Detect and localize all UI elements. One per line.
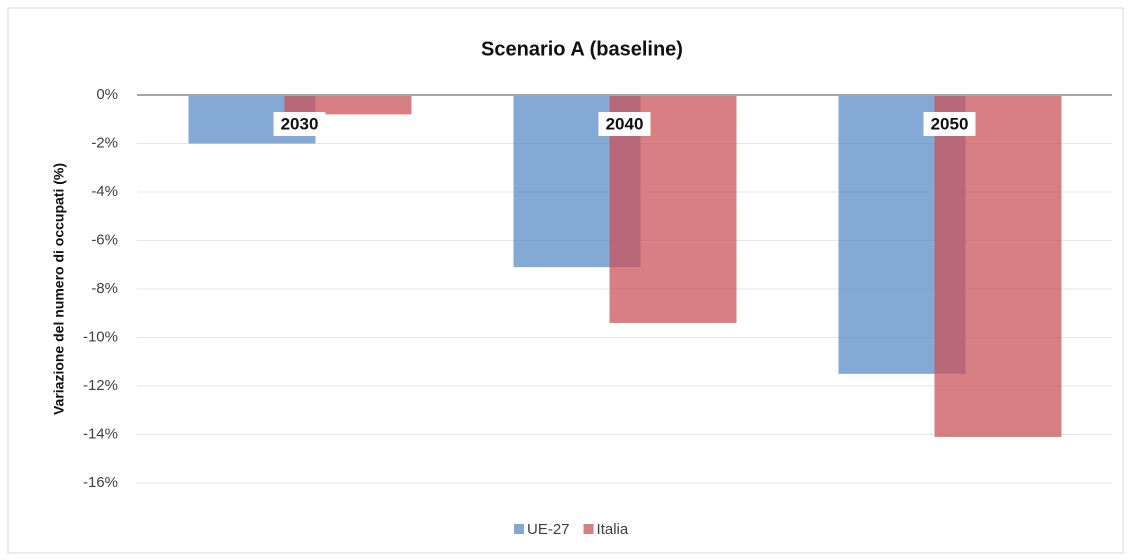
x-tick-label: 2030: [281, 114, 319, 133]
y-tick-label: -10%: [83, 328, 118, 345]
category-label-bg: [273, 112, 326, 136]
category-label-bg: [923, 112, 976, 136]
x-tick-label: 2040: [606, 114, 644, 133]
y-tick-label: -8%: [91, 280, 118, 297]
y-axis-label: Variazione del numero di occupati (%): [51, 163, 67, 415]
y-tick-label: -12%: [83, 377, 118, 394]
y-tick-label: -2%: [91, 134, 118, 151]
bar: [934, 95, 1062, 437]
category-label-bg: [598, 112, 651, 136]
legend-swatch: [514, 524, 524, 534]
y-tick-label: -14%: [83, 425, 118, 442]
legend-label: UE-27: [527, 521, 570, 538]
y-tick-label: 0%: [96, 86, 118, 103]
legend-swatch: [583, 524, 594, 534]
bar: [284, 95, 412, 115]
y-tick-label: -6%: [91, 231, 118, 248]
y-tick-label: -16%: [83, 474, 118, 491]
chart-title: Scenario A (baseline): [481, 38, 683, 60]
x-tick-label: 2050: [931, 114, 969, 133]
y-tick-label: -4%: [91, 183, 118, 200]
legend-label: Italia: [597, 521, 629, 538]
